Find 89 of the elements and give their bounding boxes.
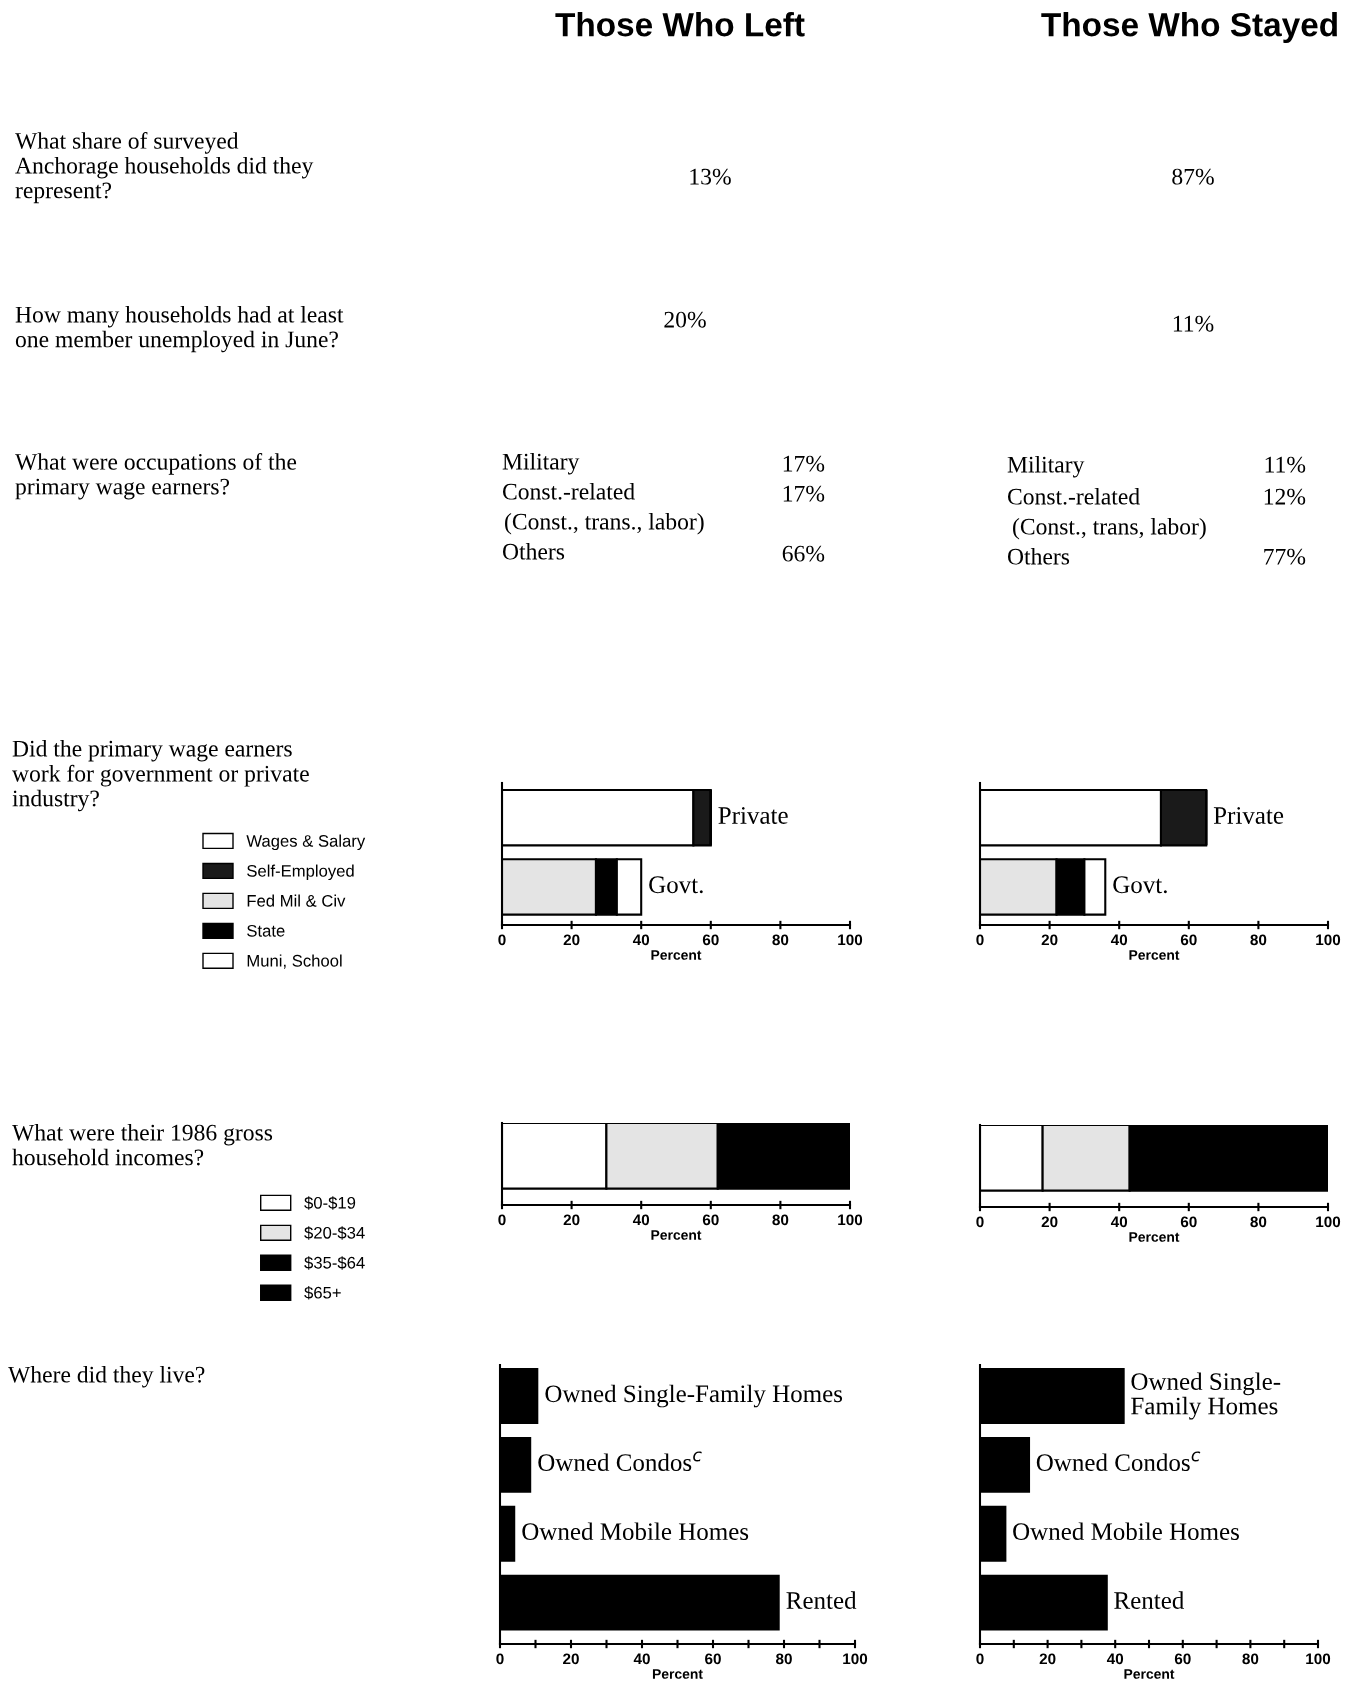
x-tick-label: 0 <box>498 1214 506 1226</box>
text: How many households had at least one member unemployed in June? <box>15 306 344 353</box>
x-tick-label: 0 <box>976 1216 984 1228</box>
y-tick-label: Rented <box>1114 1591 1185 1609</box>
y-tick-label: Owned Condos$^{c}$ <box>1036 1451 1201 1472</box>
legend-label: Wages & Salary <box>246 834 366 851</box>
x-tick-label: 100 <box>1316 934 1341 946</box>
text: 17% <box>783 485 825 502</box>
x-tick-label: 80 <box>1250 1216 1267 1228</box>
x-tick-label: 80 <box>772 1214 789 1226</box>
text: (Const., trans, labor) <box>1013 518 1206 540</box>
text: Const.-related <box>1007 488 1140 505</box>
x-tick-label: 0 <box>498 934 506 946</box>
text: 13% <box>690 168 731 185</box>
text: 17% <box>783 455 825 472</box>
y-tick-label: Private <box>1213 807 1284 824</box>
text: Others <box>1007 548 1070 565</box>
x-tick-label: 60 <box>702 1214 719 1226</box>
x-axis-title: Percent <box>651 950 702 960</box>
text: 11% <box>1265 456 1306 473</box>
x-tick-label: 80 <box>1242 1653 1259 1665</box>
y-tick-label: Govt. <box>649 876 703 894</box>
x-tick-label: 20 <box>1041 934 1058 946</box>
x-tick-label: 60 <box>1180 934 1197 946</box>
text: 12% <box>1264 488 1306 505</box>
text: 77% <box>1264 548 1306 565</box>
y-tick-label: Owned Mobile Homes <box>1013 1522 1239 1541</box>
text: (Const., trans., labor) <box>505 513 704 535</box>
x-tick-label: 20 <box>563 934 580 946</box>
text: 66% <box>782 545 825 562</box>
legend-label: Muni, School <box>247 954 342 969</box>
x-axis-title: Percent <box>652 1669 703 1679</box>
x-tick-label: 80 <box>1250 934 1267 946</box>
y-tick-label: Private <box>718 807 788 824</box>
x-tick-label: 40 <box>1110 1216 1128 1228</box>
text: What share of surveyed Anchorage households did they represent? <box>15 132 314 204</box>
x-tick-label: 40 <box>632 934 650 946</box>
x-tick-label: 40 <box>1106 1653 1124 1665</box>
y-tick-label: Owned Mobile Homes <box>522 1522 749 1541</box>
x-axis-title: Percent <box>1129 1232 1180 1242</box>
x-tick-label: 40 <box>633 1653 650 1665</box>
x-tick-label: 80 <box>775 1653 792 1665</box>
text: Const.-related <box>502 483 635 500</box>
x-tick-label: 20 <box>563 1214 580 1226</box>
y-tick-label: Owned Single-Family Homes <box>545 1384 843 1408</box>
x-tick-label: 80 <box>772 934 789 946</box>
legend-label: Fed Mil & Civ <box>247 894 346 907</box>
legend-label: $20-$34 <box>304 1226 365 1240</box>
legend-label: Self-Employed <box>247 864 354 881</box>
text: Military <box>502 453 580 475</box>
x-tick-label: 0 <box>976 934 984 946</box>
x-tick-label: 60 <box>705 1653 721 1665</box>
x-tick-label: 100 <box>838 1214 863 1226</box>
legend-label: $35-$64 <box>304 1256 365 1270</box>
legend-label: $65+ <box>304 1286 341 1300</box>
x-tick-label: 60 <box>702 934 719 946</box>
y-tick-label: Owned Single- Family Homes <box>1131 1372 1281 1420</box>
x-tick-label: 20 <box>563 1653 579 1665</box>
x-tick-label: 40 <box>1110 934 1128 946</box>
legend-label: $0-$19 <box>304 1196 356 1210</box>
y-tick-label: Rented <box>786 1591 857 1609</box>
x-tick-label: 0 <box>496 1653 504 1665</box>
text: Where did they live? <box>8 1366 205 1388</box>
x-tick-label: 0 <box>976 1653 984 1665</box>
x-axis-title: Percent <box>1124 1669 1175 1679</box>
text: Those Who Stayed <box>1041 12 1337 44</box>
x-tick-label: 20 <box>1041 1216 1058 1228</box>
x-axis-title: Percent <box>1129 950 1180 960</box>
legend-label: State <box>247 924 285 937</box>
text: Military <box>1007 456 1085 478</box>
y-tick-label: Govt. <box>1113 876 1167 894</box>
text: 87% <box>1172 168 1214 185</box>
text: Others <box>502 543 565 560</box>
x-tick-label: 100 <box>843 1653 868 1665</box>
text: Did the primary wage earners work for government or private industry? <box>12 740 309 812</box>
x-tick-label: 20 <box>1039 1653 1056 1665</box>
x-tick-label: 40 <box>632 1214 650 1226</box>
x-tick-label: 60 <box>1180 1216 1197 1228</box>
x-axis-title: Percent <box>651 1230 702 1240</box>
text: 20% <box>664 311 706 328</box>
text: 11% <box>1173 315 1214 332</box>
text: What were occupations of the primary wage earners? <box>15 453 297 500</box>
x-tick-label: 60 <box>1174 1653 1191 1665</box>
x-tick-label: 100 <box>1306 1653 1331 1665</box>
x-tick-label: 100 <box>1316 1216 1341 1228</box>
text: What were their 1986 gross household incomes? <box>12 1124 273 1166</box>
text: Those Who Left <box>555 12 805 37</box>
y-tick-label: Owned Condos$^{c}$ <box>538 1451 702 1472</box>
x-tick-label: 100 <box>838 934 863 946</box>
